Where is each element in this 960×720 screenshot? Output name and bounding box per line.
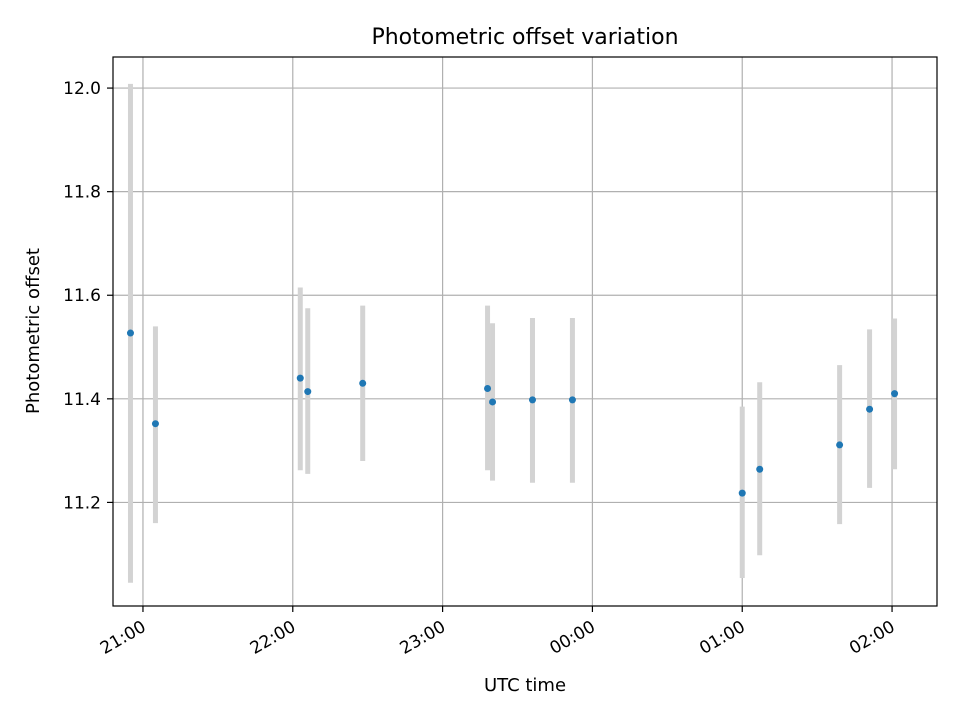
y-tick-label: 11.2 bbox=[63, 493, 101, 513]
data-points bbox=[126, 329, 899, 497]
data-point bbox=[568, 396, 576, 404]
grid bbox=[113, 57, 937, 606]
data-point bbox=[126, 329, 134, 337]
y-axis-label: Photometric offset bbox=[23, 248, 44, 414]
x-axis-ticks: 21:00 22:00 23:00 00:00 01:00 02:00 bbox=[97, 606, 899, 659]
data-point bbox=[738, 489, 746, 497]
x-axis-label: UTC time bbox=[484, 675, 566, 696]
data-point bbox=[528, 396, 536, 404]
data-point bbox=[489, 398, 497, 406]
chart-title: Photometric offset variation bbox=[371, 25, 678, 50]
data-point bbox=[151, 420, 159, 428]
y-tick-label: 11.6 bbox=[63, 286, 101, 306]
error-bars bbox=[127, 83, 898, 583]
y-tick-label: 11.4 bbox=[63, 390, 101, 410]
data-point bbox=[891, 390, 899, 398]
data-point bbox=[359, 379, 367, 387]
data-point bbox=[866, 405, 874, 413]
y-tick-label: 11.8 bbox=[63, 183, 101, 203]
y-tick-label: 12.0 bbox=[63, 79, 101, 99]
x-tick-label: 00:00 bbox=[546, 617, 598, 659]
x-tick-label: 23:00 bbox=[397, 617, 449, 659]
data-point bbox=[756, 465, 764, 473]
y-axis-ticks: 11.2 11.4 11.6 11.8 12.0 bbox=[63, 79, 113, 513]
x-tick-label: 21:00 bbox=[97, 617, 149, 659]
x-tick-label: 22:00 bbox=[247, 617, 299, 659]
x-tick-label: 02:00 bbox=[846, 617, 898, 659]
data-point bbox=[484, 384, 492, 392]
plot-frame bbox=[112, 56, 938, 607]
data-point bbox=[836, 441, 844, 449]
data-point bbox=[296, 374, 304, 382]
x-tick-label: 01:00 bbox=[696, 617, 748, 659]
data-point bbox=[304, 388, 312, 396]
